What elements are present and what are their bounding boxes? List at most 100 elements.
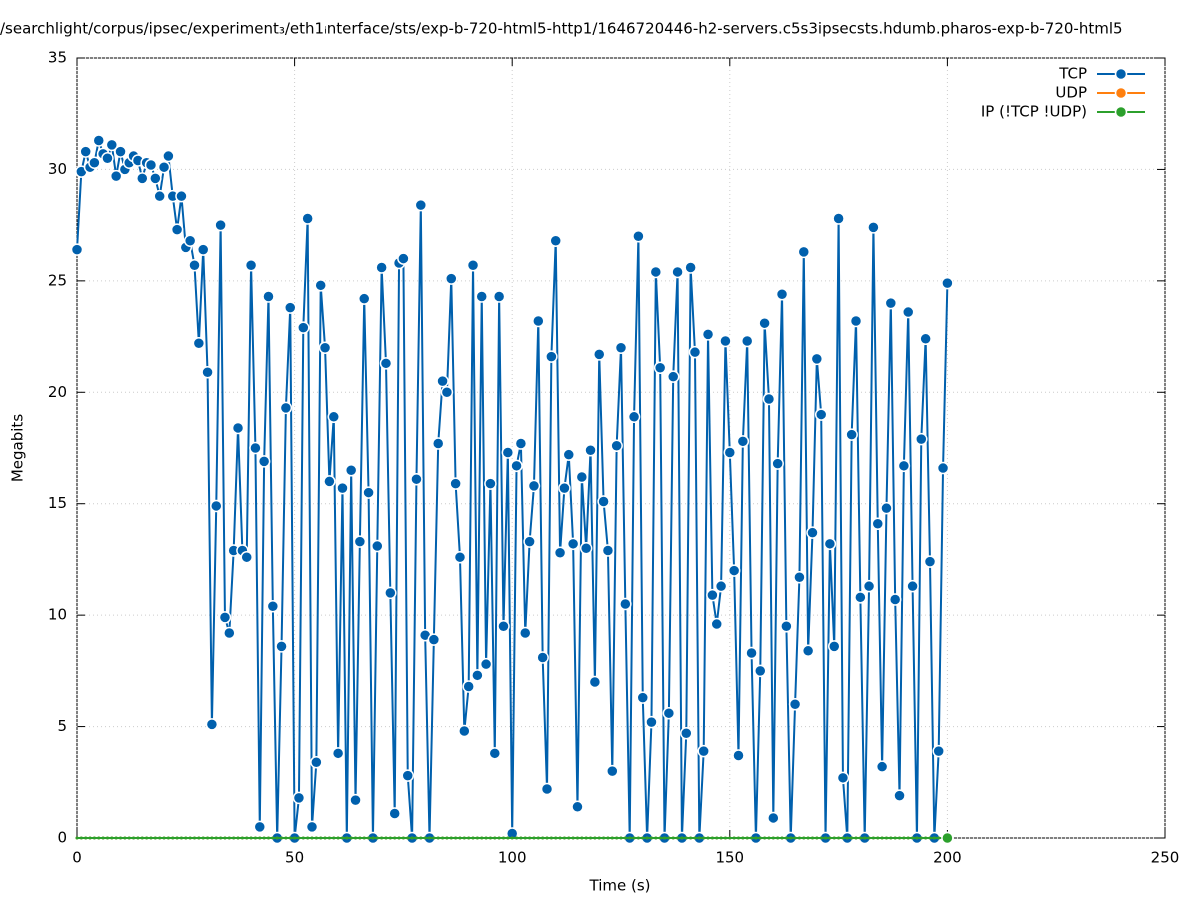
- data-point: [780, 620, 793, 633]
- data-point: [471, 836, 475, 840]
- data-point: [562, 448, 576, 461]
- data-point: [827, 640, 841, 653]
- data-point: [110, 836, 114, 840]
- data-point: [323, 836, 327, 840]
- data-point: [902, 836, 906, 840]
- data-point: [70, 243, 84, 256]
- data-point: [105, 836, 109, 840]
- data-point: [728, 836, 732, 840]
- data-point: [266, 836, 270, 840]
- data-point: [702, 836, 706, 840]
- data-point: [806, 836, 810, 840]
- data-point: [519, 836, 523, 840]
- data-point: [580, 836, 584, 840]
- data-point: [824, 836, 828, 840]
- data-point: [149, 836, 153, 840]
- data-point: [919, 332, 932, 346]
- data-point: [301, 836, 305, 840]
- data-point: [275, 640, 288, 653]
- data-point: [284, 836, 288, 840]
- data-point: [858, 836, 862, 840]
- x-tick-label: 50: [285, 849, 304, 867]
- data-point: [401, 769, 415, 782]
- data-point: [467, 836, 471, 840]
- data-point: [854, 591, 867, 604]
- data-point: [545, 350, 558, 363]
- data-point: [210, 499, 223, 513]
- data-point: [745, 646, 758, 660]
- data-point: [323, 475, 336, 488]
- data-point: [653, 361, 667, 375]
- data-point: [606, 836, 610, 840]
- data-point: [428, 836, 432, 840]
- data-point: [606, 764, 619, 778]
- data-point: [871, 836, 875, 840]
- data-point: [393, 836, 397, 840]
- data-point: [305, 820, 319, 834]
- data-point: [436, 374, 449, 388]
- data-point: [602, 836, 606, 840]
- data-point: [667, 836, 671, 840]
- legend-label: TCP: [1058, 65, 1087, 83]
- data-point: [236, 836, 240, 840]
- data-point: [706, 836, 710, 840]
- data-point: [797, 245, 811, 259]
- data-point: [458, 836, 462, 840]
- data-point: [258, 836, 262, 840]
- data-point: [636, 836, 640, 840]
- data-point: [266, 599, 280, 613]
- data-point: [371, 836, 375, 840]
- data-point: [462, 680, 475, 693]
- data-point: [815, 836, 819, 840]
- data-point: [88, 836, 92, 840]
- data-point: [575, 836, 579, 840]
- data-point: [875, 760, 889, 773]
- data-point: [271, 836, 275, 840]
- data-point: [784, 836, 788, 840]
- data-point: [145, 836, 149, 840]
- data-point: [536, 836, 540, 840]
- data-point: [214, 218, 227, 232]
- data-point: [344, 464, 358, 477]
- data-point: [862, 579, 876, 593]
- data-point: [249, 836, 253, 840]
- data-point: [567, 836, 571, 840]
- data-point: [636, 691, 650, 704]
- data-point: [162, 149, 175, 163]
- data-point: [802, 836, 806, 840]
- data-point: [719, 836, 723, 840]
- legend-marker: [1114, 86, 1128, 100]
- y-axis-label: Megabits: [9, 414, 27, 482]
- data-point: [410, 836, 414, 840]
- data-point: [175, 836, 179, 840]
- data-point: [911, 836, 915, 840]
- chart-title: /searchlight/corpus/ipsec/experiment₃/et…: [0, 20, 1123, 38]
- data-point: [684, 836, 688, 840]
- data-point: [262, 290, 275, 303]
- data-point: [658, 836, 662, 840]
- data-point: [649, 265, 663, 279]
- data-point: [575, 470, 589, 484]
- data-point: [283, 301, 297, 314]
- data-point: [349, 793, 362, 807]
- data-point: [758, 836, 762, 840]
- data-point: [449, 477, 462, 490]
- data-point: [188, 836, 192, 840]
- x-tick-label: 250: [1151, 849, 1180, 867]
- data-point: [536, 651, 549, 664]
- data-point: [562, 836, 566, 840]
- data-point: [336, 481, 349, 495]
- data-point: [832, 836, 836, 840]
- data-point: [158, 836, 162, 840]
- data-point: [332, 836, 336, 840]
- data-point: [449, 836, 453, 840]
- data-point: [641, 836, 645, 840]
- data-point: [310, 836, 314, 840]
- data-point: [501, 446, 515, 459]
- data-point: [937, 836, 941, 840]
- data-point: [471, 669, 484, 682]
- data-point: [849, 314, 863, 328]
- data-point: [750, 836, 754, 840]
- data-point: [397, 836, 401, 840]
- data-point: [592, 348, 606, 361]
